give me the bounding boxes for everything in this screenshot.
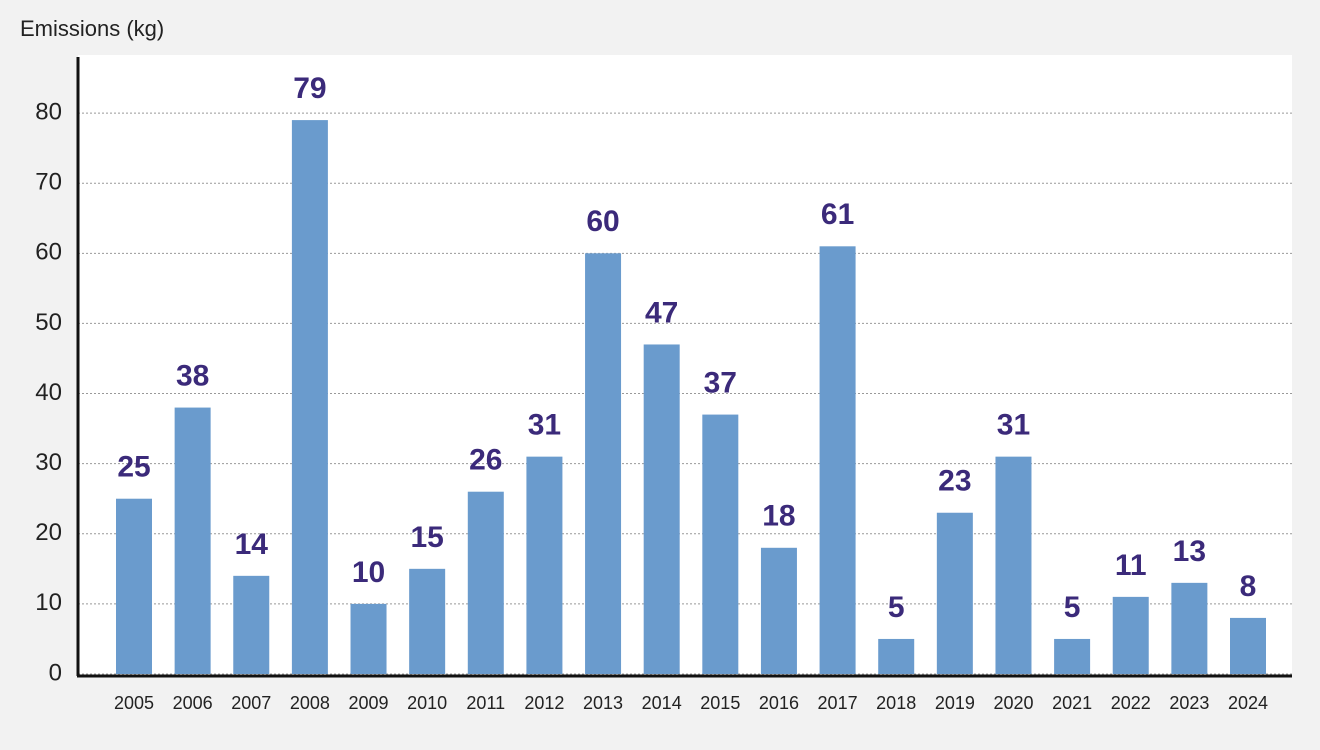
data-label: 37	[704, 367, 737, 400]
y-tick-label: 60	[35, 239, 62, 266]
x-tick-label: 2011	[466, 693, 505, 713]
data-label: 11	[1115, 549, 1147, 582]
bar	[643, 344, 680, 674]
bar	[702, 414, 739, 674]
bar	[233, 575, 270, 674]
bar	[995, 456, 1032, 674]
bar	[760, 547, 797, 674]
x-tick-label: 2022	[1111, 693, 1151, 713]
bar	[936, 512, 973, 674]
x-tick-label: 2007	[231, 693, 271, 713]
data-label: 14	[235, 528, 269, 561]
bar	[585, 253, 622, 674]
x-tick-label: 2013	[583, 693, 623, 713]
y-axis-title: Emissions (kg)	[20, 16, 164, 41]
data-label: 47	[645, 296, 678, 329]
bar	[1230, 617, 1266, 674]
x-tick-label: 2014	[642, 693, 682, 713]
x-tick-label: 2023	[1169, 693, 1209, 713]
y-tick-label: 0	[49, 659, 62, 686]
bar	[1054, 638, 1091, 674]
bar	[174, 407, 211, 674]
y-tick-label: 20	[35, 519, 62, 546]
data-label: 25	[117, 451, 150, 484]
data-label: 8	[1240, 570, 1257, 603]
data-label: 23	[938, 465, 971, 498]
bar	[878, 638, 915, 674]
x-tick-label: 2019	[935, 693, 975, 713]
y-tick-label: 10	[35, 589, 62, 616]
data-label: 18	[762, 500, 795, 533]
data-label: 79	[293, 72, 326, 105]
data-label: 10	[352, 556, 385, 589]
data-label: 60	[586, 205, 619, 238]
x-tick-label: 2012	[524, 693, 564, 713]
x-tick-label: 2008	[290, 693, 330, 713]
bar	[467, 491, 504, 674]
data-label: 13	[1173, 535, 1206, 568]
y-tick-label: 30	[35, 449, 62, 476]
bar	[409, 568, 446, 674]
data-label: 15	[410, 521, 443, 554]
data-label: 5	[1064, 591, 1081, 624]
y-tick-label: 70	[35, 169, 62, 196]
bar	[291, 120, 328, 674]
x-tick-label: 2016	[759, 693, 799, 713]
x-tick-label: 2010	[407, 693, 447, 713]
bar	[350, 603, 387, 674]
x-tick-label: 2005	[114, 693, 154, 713]
bar	[526, 456, 563, 674]
x-tick-label: 2018	[876, 693, 916, 713]
y-tick-label: 40	[35, 379, 62, 406]
x-tick-label: 2017	[818, 693, 858, 713]
data-label: 31	[528, 409, 561, 442]
data-label: 26	[469, 444, 502, 477]
plot-area	[78, 55, 1292, 676]
x-tick-label: 2024	[1228, 693, 1268, 713]
x-tick-label: 2021	[1052, 693, 1092, 713]
x-tick-label: 2009	[349, 693, 389, 713]
data-label: 38	[176, 359, 209, 392]
x-tick-label: 2015	[700, 693, 740, 713]
x-tick-label: 2006	[173, 693, 213, 713]
x-tick-label: 2020	[993, 693, 1033, 713]
data-label: 5	[888, 591, 905, 624]
bar	[1112, 596, 1149, 674]
data-label: 31	[997, 409, 1030, 442]
data-label: 61	[821, 198, 854, 231]
bar	[819, 246, 856, 674]
y-tick-label: 80	[35, 98, 62, 125]
bar	[1171, 582, 1208, 674]
bar	[116, 498, 152, 674]
y-tick-label: 50	[35, 309, 62, 336]
